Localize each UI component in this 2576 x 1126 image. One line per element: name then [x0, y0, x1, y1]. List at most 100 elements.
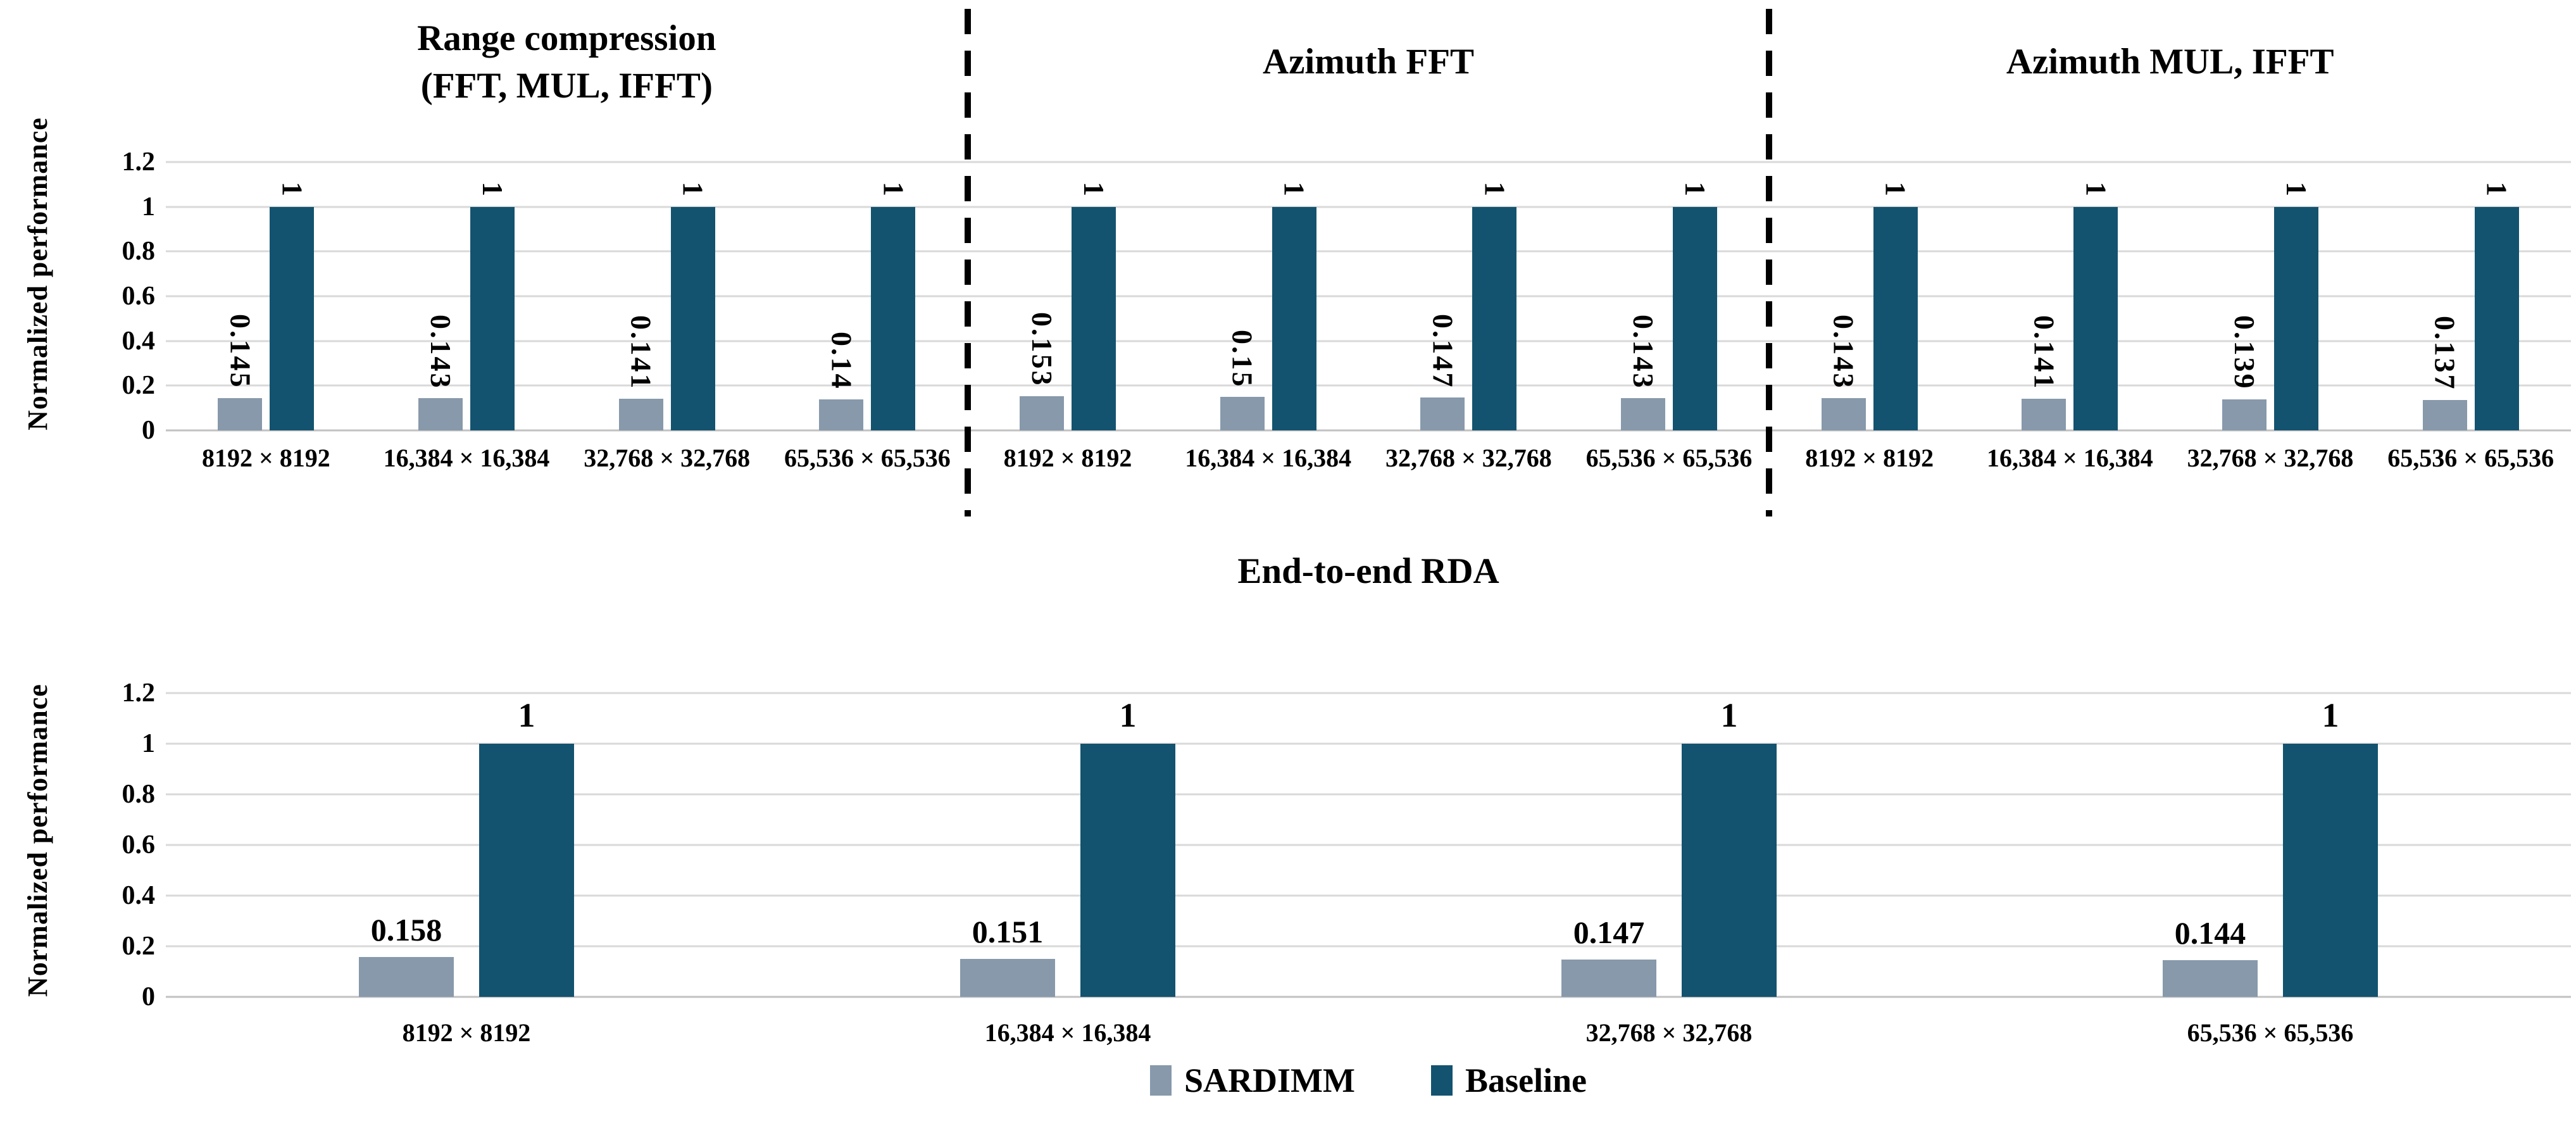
- category-label: 8192 × 8192: [1003, 444, 1132, 472]
- baseline-bar: 1: [2274, 182, 2319, 430]
- category-label: 16,384 × 16,384: [1986, 444, 2153, 472]
- category-cell: 0.147 1: [1368, 693, 1970, 997]
- baseline-value-label: 1: [1879, 181, 1912, 198]
- section-separator-dashed-line: [1766, 9, 1773, 516]
- section-title-line: (FFT, MUL, IFFT): [420, 66, 713, 106]
- sardimm-value-label: 0.15: [1226, 329, 1259, 389]
- bottom-chart: Normalized performance 1.2 1 0.8 0.6 0.4…: [0, 544, 2576, 1126]
- sardimm-bar: 0.143: [1821, 315, 1866, 430]
- section-title-azimuth-fft: Azimuth FFT: [968, 4, 1770, 120]
- top-plot-area: 0.145 1 0.143: [166, 161, 2571, 432]
- category-label-group: 8192 × 8192 16,384 × 16,384 32,768 × 32,…: [1769, 443, 2571, 473]
- sardimm-bar: 0.141: [2022, 315, 2066, 430]
- bottom-bar-sections: 0.158 1 0.151: [166, 693, 2571, 997]
- category-label: 32,768 × 32,768: [1585, 1018, 1753, 1047]
- category-label: 32,768 × 32,768: [2187, 444, 2354, 472]
- baseline-value-label: 1: [1679, 181, 1712, 198]
- category-label: 8192 × 8192: [402, 1018, 531, 1047]
- legend-label: Baseline: [1465, 1061, 1587, 1099]
- bar-pair: 0.14 1: [767, 162, 968, 430]
- bar-pair: 0.141 1: [1970, 162, 2170, 430]
- sardimm-value-label: 0.139: [2229, 315, 2261, 391]
- baseline-value-label: 1: [2080, 181, 2113, 198]
- baseline-value-label: 1: [1479, 181, 1511, 198]
- bottom-chart-title: End-to-end RDA: [1237, 551, 1499, 591]
- category-cell: 0.145 1: [166, 162, 366, 430]
- sardimm-value-label: 0.153: [1026, 312, 1058, 387]
- category-label-group: 8192 × 8192 16,384 × 16,384 32,768 × 32,…: [166, 1018, 2571, 1048]
- x-axis-line: [166, 429, 2571, 432]
- sardimm-legend-swatch-icon: [1150, 1065, 1172, 1096]
- category-label: 8192 × 8192: [201, 444, 330, 472]
- bar-pair: 0.141 1: [566, 162, 767, 430]
- bar-pair: 0.143 1: [366, 162, 567, 430]
- gridline: [166, 894, 2571, 897]
- y-tick-label: 1.2: [122, 679, 156, 708]
- sardimm-bar: 0.151: [960, 916, 1055, 997]
- top-section-titles: Range compression (FFT, MUL, IFFT) Azimu…: [166, 4, 2571, 120]
- section-end-to-end: 0.158 1 0.151: [166, 693, 2571, 997]
- baseline-value-label: 1: [518, 696, 535, 734]
- category-cell: 0.139 1: [2170, 162, 2371, 430]
- category-label: 65,536 × 65,536: [2387, 444, 2554, 472]
- gridlines: [166, 161, 2571, 432]
- baseline-bar: 1: [2073, 182, 2118, 430]
- sardimm-value-label: 0.158: [370, 911, 442, 948]
- category-label-group: 8192 × 8192 16,384 × 16,384 32,768 × 32,…: [166, 443, 968, 473]
- sardimm-value-label: 0.143: [1827, 314, 1860, 390]
- y-tick-label: 0.8: [122, 237, 156, 266]
- sardimm-bar: 0.143: [418, 315, 463, 430]
- baseline-value-label: 1: [276, 181, 309, 198]
- sardimm-value-label: 0.141: [2028, 315, 2061, 391]
- baseline-bar: 1: [2474, 182, 2519, 430]
- category-label: 32,768 × 32,768: [1385, 444, 1552, 472]
- baseline-bar: 1: [1080, 698, 1175, 997]
- gridline: [166, 295, 2571, 297]
- category-label: 65,536 × 65,536: [2187, 1018, 2354, 1047]
- section-title-line: Azimuth FFT: [1262, 42, 1475, 82]
- y-tick-label: 0.4: [122, 326, 156, 356]
- sardimm-bar: 0.147: [1561, 916, 1656, 997]
- sardimm-value-label: 0.151: [972, 913, 1044, 949]
- top-category-labels: 8192 × 8192 16,384 × 16,384 32,768 × 32,…: [166, 443, 2571, 473]
- baseline-value-label: 1: [1119, 696, 1137, 734]
- y-tick-label: 0.4: [122, 881, 156, 910]
- category-cell: 0.158 1: [166, 693, 767, 997]
- baseline-bar: 1: [1873, 182, 1918, 430]
- sardimm-bar: 0.14: [819, 332, 864, 430]
- legend-item-sardimm: SARDIMM: [1150, 1061, 1355, 1100]
- sardimm-value-label: 0.143: [425, 314, 457, 390]
- top-chart: Normalized performance 1.2 1 0.8 0.6 0.4…: [0, 0, 2576, 544]
- legend-label: SARDIMM: [1184, 1061, 1355, 1099]
- sardimm-value-label: 0.145: [224, 314, 257, 389]
- baseline-value-label: 1: [2322, 696, 2339, 734]
- bar-pair: 0.144 1: [1970, 693, 2571, 997]
- baseline-value-label: 1: [2280, 181, 2313, 198]
- bottom-chart-content: End-to-end RDA: [166, 544, 2571, 1126]
- gridline: [166, 793, 2571, 796]
- category-cell: 0.143 1: [366, 162, 567, 430]
- gridlines: [166, 692, 2571, 998]
- baseline-bar: 1: [270, 182, 315, 430]
- section-azimuth-mul-ifft: 0.143 1 0.141: [1769, 162, 2571, 430]
- sardimm-value-label: 0.141: [625, 315, 658, 391]
- bar-pair: 0.147 1: [1368, 693, 1970, 997]
- bar-pair: 0.151 1: [767, 693, 1368, 997]
- baseline-value-label: 1: [1720, 696, 1738, 734]
- gridline: [166, 945, 2571, 948]
- category-label-group: 8192 × 8192 16,384 × 16,384 32,768 × 32,…: [968, 443, 1770, 473]
- sardimm-value-label: 0.137: [2429, 316, 2461, 391]
- baseline-value-label: 1: [877, 181, 910, 198]
- sardimm-value-label: 0.14: [825, 332, 858, 391]
- sardimm-bar: 0.139: [2222, 315, 2267, 430]
- section-separator-dashed-line: [964, 9, 971, 516]
- section-title-azimuth-mul-ifft: Azimuth MUL, IFFT: [1769, 4, 2571, 120]
- sardimm-bar: 0.147: [1420, 314, 1465, 430]
- category-cell: 0.153 1: [968, 162, 1168, 430]
- y-tick-label: 0.6: [122, 282, 156, 311]
- category-label: 65,536 × 65,536: [784, 444, 951, 472]
- section-title-line: Azimuth MUL, IFFT: [2006, 42, 2334, 82]
- sardimm-value-label: 0.147: [1427, 313, 1460, 389]
- gridline: [166, 161, 2571, 163]
